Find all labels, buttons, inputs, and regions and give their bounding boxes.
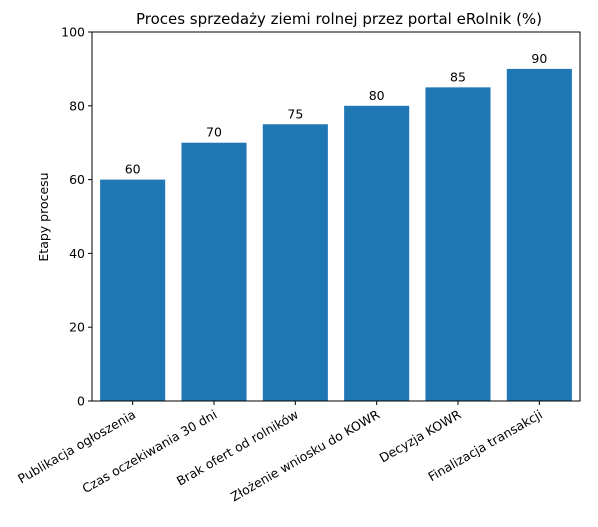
bar [344,105,410,402]
y-axis-label: Etapy procesu [36,172,51,261]
data-labels-group: 60 70 75 80 85 90 [125,51,548,177]
y-tick-label: 0 [77,394,85,409]
bar-value-label: 85 [450,69,466,84]
x-tick-label: Czas oczekiwania 30 dni [79,407,219,497]
plot-frame [91,31,581,402]
bars-group [100,68,572,402]
y-tick-label: 20 [69,320,85,335]
bar-value-label: 80 [369,88,385,103]
y-tick-label: 80 [69,98,85,113]
bar [181,142,247,401]
y-tick-label: 40 [69,246,85,261]
chart-title: Proces sprzedaży ziemi rolnej przez port… [136,10,542,28]
bar-value-label: 70 [206,125,222,140]
x-tick-label: Złożenie wniosku do KOWR [228,406,383,504]
bar-value-label: 60 [125,162,141,177]
y-tick-label: 60 [69,172,85,187]
bar [262,124,328,401]
bar-value-label: 75 [287,106,303,121]
bar [100,179,166,401]
y-axis-ticks: 0 20 40 60 80 100 [61,25,92,409]
bar-value-label: 90 [531,51,547,66]
bar [506,68,572,402]
y-tick-label: 100 [61,25,85,40]
bar [425,87,491,401]
